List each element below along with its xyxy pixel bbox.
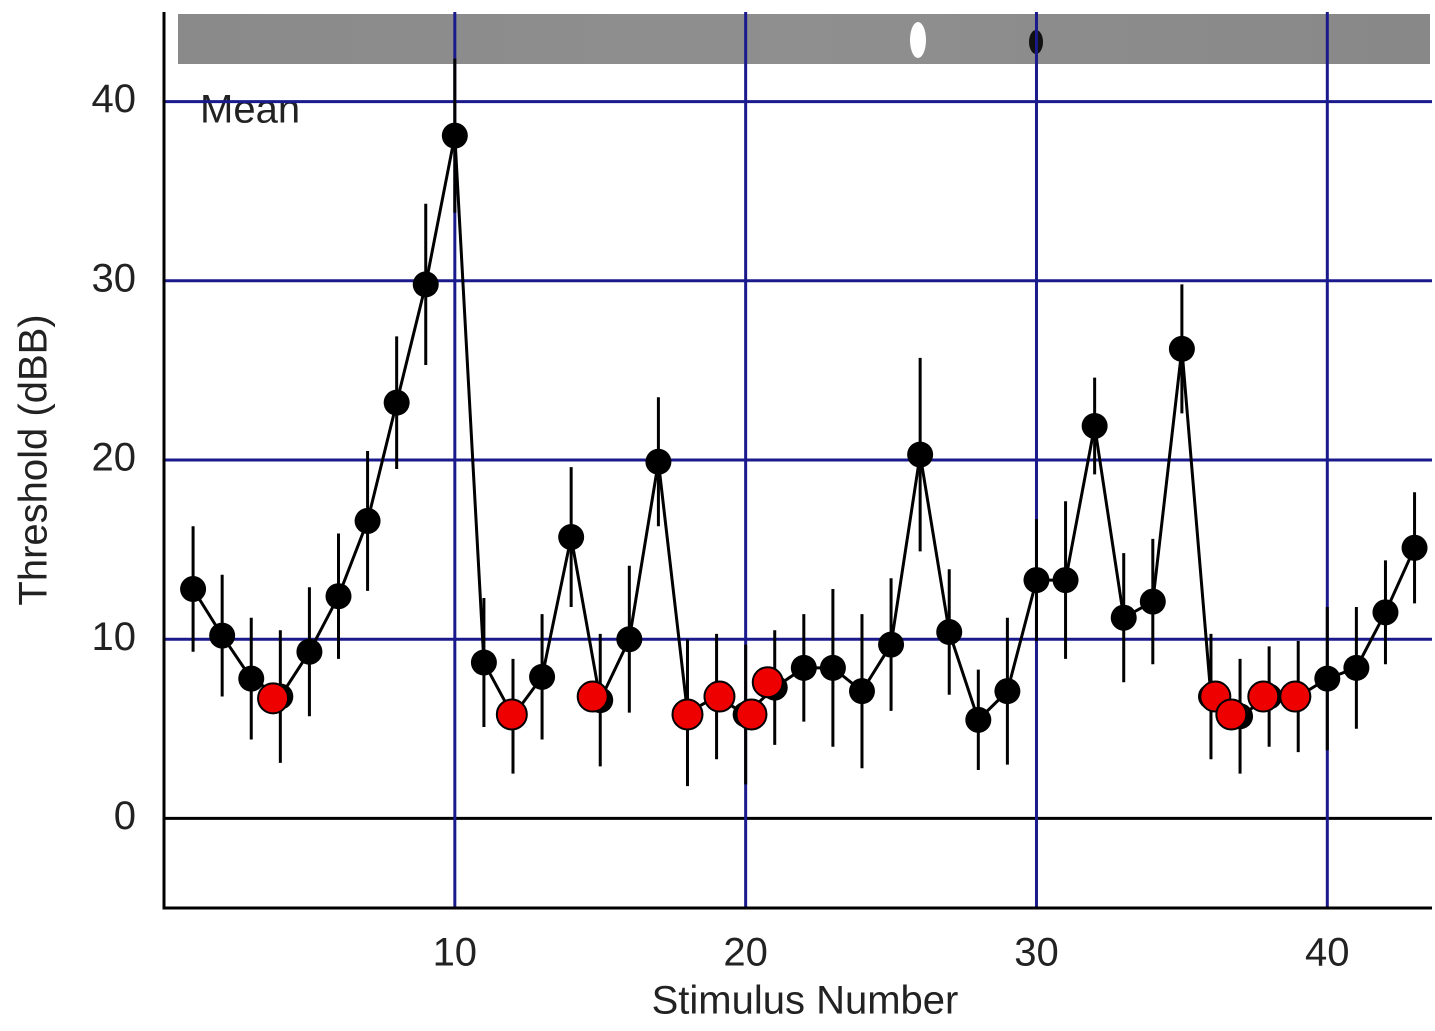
y-tick-label: 10 — [92, 615, 137, 659]
marker — [1279, 680, 1312, 713]
point — [965, 706, 992, 733]
point — [180, 576, 207, 603]
point — [848, 678, 875, 705]
point — [354, 507, 381, 534]
point — [209, 622, 236, 649]
point — [1372, 599, 1399, 626]
x-tick-label: 30 — [1014, 931, 1059, 975]
point — [1314, 665, 1341, 692]
point — [790, 654, 817, 681]
point — [1139, 588, 1166, 615]
marker — [751, 666, 784, 699]
x-tick-label: 20 — [723, 931, 768, 975]
point — [878, 631, 905, 658]
point — [325, 583, 352, 610]
marker — [1215, 698, 1248, 731]
y-tick-label: 30 — [92, 256, 137, 300]
marker — [671, 698, 704, 731]
y-tick-label: 20 — [92, 436, 137, 480]
marker — [257, 682, 290, 715]
point — [1168, 335, 1195, 362]
point — [383, 389, 410, 416]
point — [529, 663, 556, 690]
marker — [1247, 680, 1280, 713]
y-axis-label: Threshold (dBB) — [12, 314, 56, 605]
point — [238, 665, 265, 692]
point — [470, 649, 497, 676]
point — [994, 678, 1021, 705]
point — [907, 441, 934, 468]
point — [1343, 654, 1370, 681]
point — [1401, 534, 1428, 561]
point — [616, 626, 643, 653]
point — [1023, 567, 1050, 594]
annotation: Mean — [200, 88, 300, 132]
stimulus-blob — [910, 22, 926, 58]
point — [296, 638, 323, 665]
x-tick-label: 10 — [433, 931, 478, 975]
y-tick-label: 0 — [114, 794, 136, 838]
marker — [495, 698, 528, 731]
point — [1052, 567, 1079, 594]
point — [819, 654, 846, 681]
marker — [735, 698, 768, 731]
point — [441, 122, 468, 149]
y-tick-label: 40 — [92, 77, 137, 121]
x-tick-label: 40 — [1305, 931, 1350, 975]
point — [936, 619, 963, 646]
axis-frame — [162, 12, 1432, 910]
point — [645, 448, 672, 475]
point — [1081, 412, 1108, 439]
marker — [703, 680, 736, 713]
point — [558, 524, 585, 551]
marker — [576, 680, 609, 713]
point — [1110, 604, 1137, 631]
x-axis-label: Stimulus Number — [652, 979, 959, 1023]
point — [412, 271, 439, 298]
stimulus-strip — [178, 14, 1430, 64]
